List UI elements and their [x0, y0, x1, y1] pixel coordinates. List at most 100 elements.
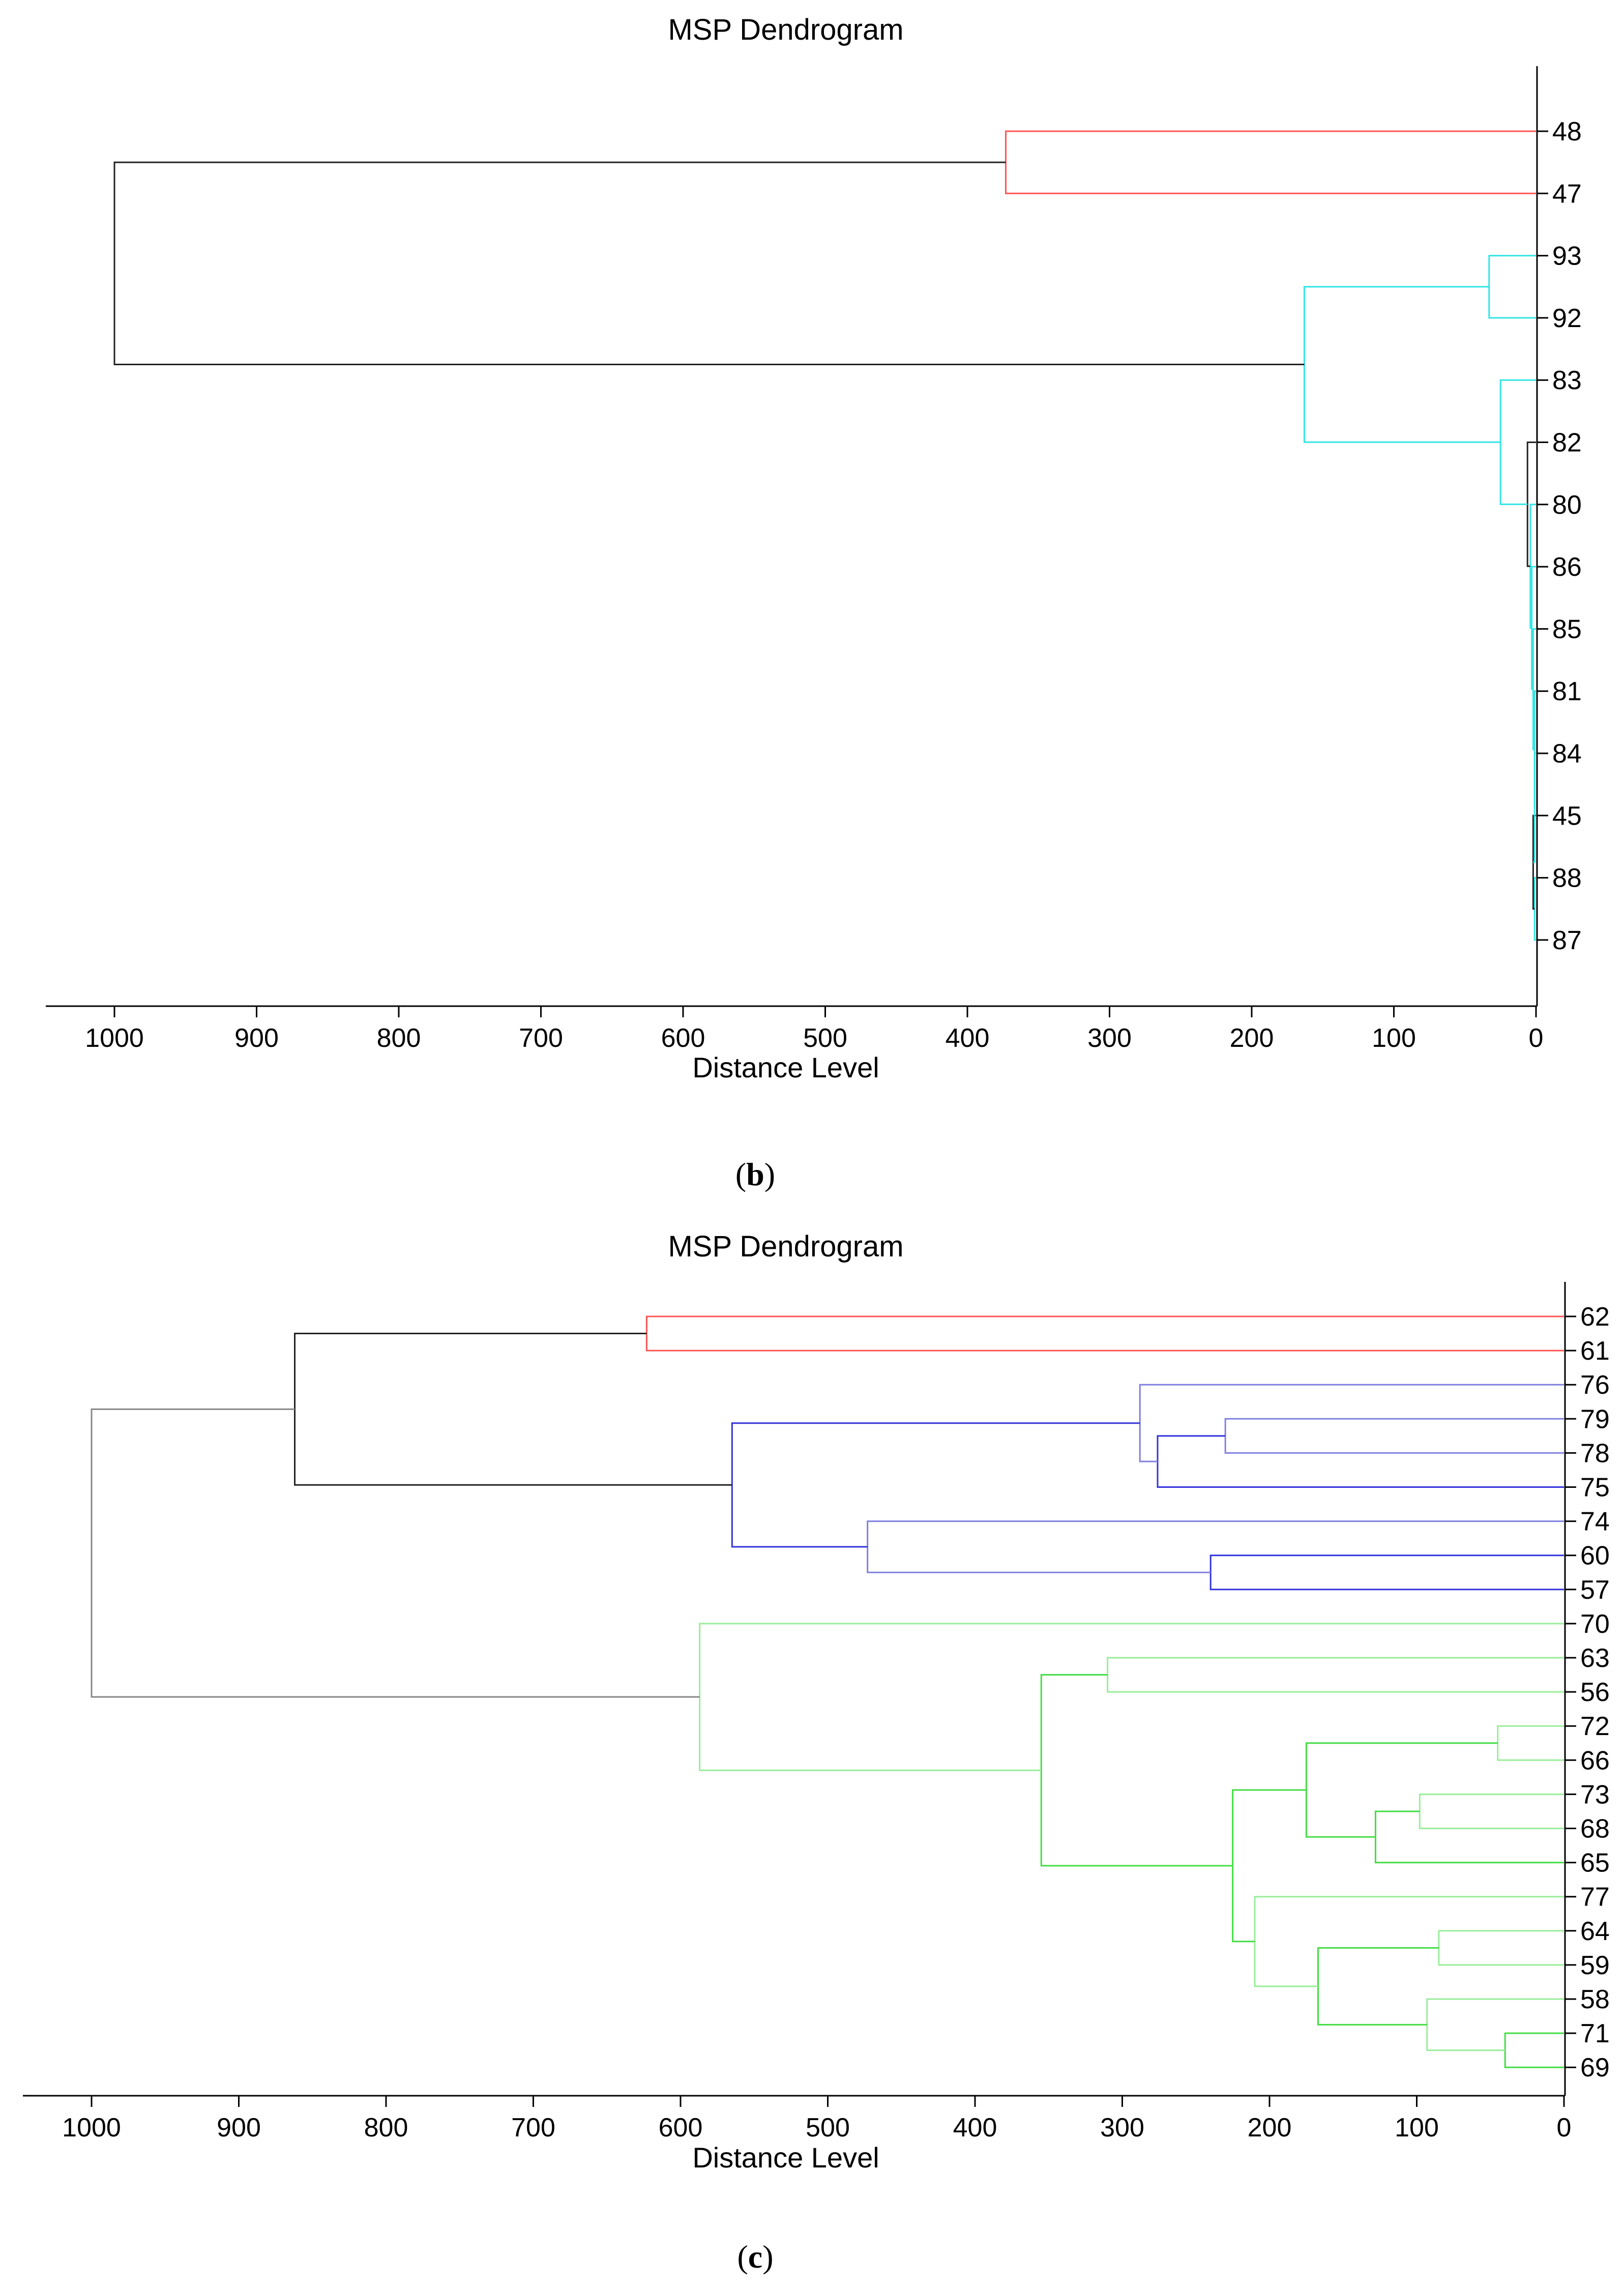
dendrogram-link-n22: [91, 1408, 700, 1698]
x-tick-label-800: 800: [377, 1023, 421, 1053]
panel-label-c-letter: c: [748, 2239, 763, 2275]
dendrogram-link-m12: [1005, 130, 1536, 194]
chart-title-b: MSP Dendrogram: [668, 13, 903, 46]
leaf-label-73: 73: [1580, 1780, 1610, 1809]
leaf-label-58: 58: [1580, 1985, 1610, 2014]
dendrogram-panel-c: MSP Dendrogram Distance Level 1000 900 800…: [23, 1230, 1610, 2174]
leaf-label-78: 78: [1580, 1439, 1610, 1468]
leaf-label-61: 61: [1580, 1336, 1610, 1366]
leaf-label-64: 64: [1580, 1917, 1610, 1946]
leaf-label-63: 63: [1580, 1644, 1610, 1673]
dendrogram-link-m9: [1499, 379, 1536, 505]
dendrogram-link-m13: [113, 161, 1305, 366]
leaf-label-47: 47: [1552, 179, 1582, 209]
x-tick-label-500: 500: [806, 2113, 850, 2143]
panel-label-c-open: (: [737, 2239, 748, 2275]
x-tick-label-400: 400: [946, 1023, 990, 1053]
dendrogram-link-n20: [1040, 1674, 1233, 1867]
leaf-label-48: 48: [1552, 117, 1582, 146]
dendrogram-panel-b: MSP Dendrogram Distance Level 1000 900 800…: [46, 13, 1582, 1083]
panel-label-c-close: ): [762, 2239, 774, 2275]
panel-label-b-close: ): [764, 1156, 776, 1192]
x-tick-label-900: 900: [217, 2113, 261, 2143]
leaf-label-56: 56: [1580, 1678, 1610, 1707]
dendrogram-link-n5: [1209, 1554, 1564, 1591]
panel-label-b-open: (: [735, 1156, 747, 1192]
panel-label-b-letter: b: [746, 1156, 764, 1192]
dendrogram-link-n21: [699, 1623, 1564, 1771]
leaf-label-62: 62: [1580, 1302, 1610, 1332]
leaf-label-60: 60: [1580, 1541, 1610, 1571]
x-tick-label-0: 0: [1529, 1023, 1544, 1053]
x-tick-label-100: 100: [1395, 2113, 1439, 2143]
leaf-label-57: 57: [1580, 1575, 1610, 1605]
dendrogram-link-n2: [1224, 1418, 1564, 1454]
x-tick-label-400: 400: [953, 2113, 997, 2143]
x-tick-label-800: 800: [364, 2113, 408, 2143]
dendrogram-link-n9: [1107, 1657, 1564, 1693]
x-tick-label-200: 200: [1230, 1023, 1274, 1053]
x-tick-label-900: 900: [234, 1023, 279, 1053]
dendrogram-link-n12: [1374, 1810, 1564, 1864]
dendrogram-link-n19: [1232, 1789, 1307, 1943]
leaf-label-75: 75: [1580, 1473, 1610, 1503]
leaf-label-92: 92: [1552, 304, 1582, 333]
leaf-label-45: 45: [1552, 801, 1582, 831]
leaf-label-71: 71: [1580, 2019, 1610, 2048]
leaf-label-66: 66: [1580, 1746, 1610, 1775]
dendrogram-link-n18: [1254, 1896, 1564, 1987]
leaf-label-93: 93: [1552, 242, 1582, 271]
dendrogram-link-n13: [1305, 1742, 1498, 1838]
leaf-label-70: 70: [1580, 1609, 1610, 1639]
x-tick-label-700: 700: [511, 2113, 555, 2143]
leaf-label-68: 68: [1580, 1814, 1610, 1844]
leaf-label-59: 59: [1580, 1951, 1610, 1980]
x-tick-label-600: 600: [661, 1023, 705, 1053]
x-tick-label-200: 200: [1248, 2113, 1292, 2143]
leaf-label-84: 84: [1552, 739, 1582, 769]
dendrogram-link-n7: [731, 1422, 1140, 1548]
dendrogram-link-m11: [1303, 286, 1501, 443]
dendrogram-link-n3: [1157, 1435, 1564, 1488]
x-tick-label-300: 300: [1087, 1023, 1132, 1053]
leaf-label-87: 87: [1552, 926, 1582, 955]
x-tick-label-300: 300: [1100, 2113, 1144, 2143]
x-tick-label-0: 0: [1557, 2113, 1572, 2143]
dendrogram-link-n16: [1426, 1998, 1564, 2051]
x-tick-label-1000: 1000: [62, 2113, 121, 2143]
leaf-label-69: 69: [1580, 2053, 1610, 2082]
dendrogram-link-n17: [1317, 1947, 1439, 2026]
leaf-label-80: 80: [1552, 490, 1582, 520]
leaf-label-83: 83: [1552, 366, 1582, 395]
leaf-label-74: 74: [1580, 1507, 1610, 1537]
dendrogram-link-m10: [1488, 255, 1536, 319]
x-axis-title-c: Distance Level: [692, 2142, 879, 2174]
x-tick-label-100: 100: [1372, 1023, 1416, 1053]
x-tick-label-600: 600: [659, 2113, 703, 2143]
x-tick-label-500: 500: [803, 1023, 847, 1053]
dendrogram-link-n10: [1497, 1725, 1564, 1761]
chart-title-c: MSP Dendrogram: [668, 1230, 903, 1263]
dendrogram-link-m4: [1533, 690, 1536, 808]
dendrogram-link-m1: [1533, 877, 1536, 941]
leaf-label-79: 79: [1580, 1404, 1610, 1434]
dendrogram-link-n1: [645, 1315, 1564, 1352]
leaf-label-85: 85: [1552, 614, 1582, 644]
x-tick-label-700: 700: [519, 1023, 563, 1053]
x-tick-label-1000: 1000: [85, 1023, 144, 1053]
x-axis-title-b: Distance Level: [692, 1051, 879, 1083]
dendrogram-link-n15: [1504, 2032, 1564, 2068]
leaf-label-77: 77: [1580, 1883, 1610, 1912]
leaf-label-86: 86: [1552, 552, 1582, 582]
dendrogram-link-n4: [1139, 1384, 1564, 1462]
leaf-label-82: 82: [1552, 428, 1582, 458]
panel-label-c: (c): [704, 2238, 806, 2276]
dendrogram-link-n11: [1419, 1793, 1564, 1829]
leaf-label-76: 76: [1580, 1370, 1610, 1400]
dendrogram-link-n14: [1438, 1930, 1564, 1966]
leaf-label-65: 65: [1580, 1849, 1610, 1878]
dendrogram-link-n8: [294, 1333, 732, 1486]
leaf-label-81: 81: [1552, 677, 1582, 707]
leaf-label-72: 72: [1580, 1712, 1610, 1741]
